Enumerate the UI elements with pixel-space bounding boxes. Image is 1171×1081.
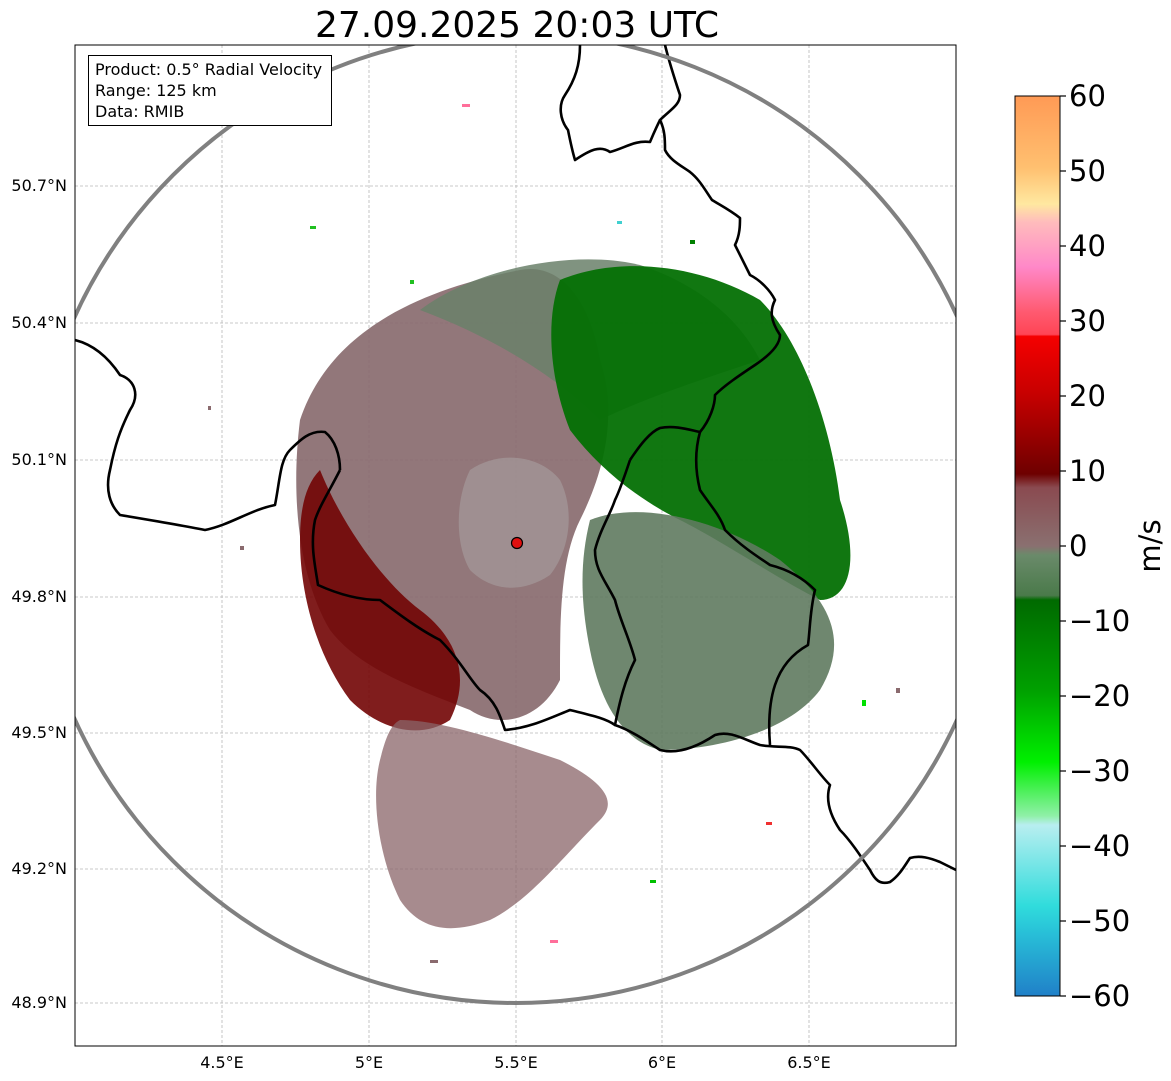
x-tick: 5°E bbox=[355, 1053, 383, 1072]
x-tick: 6.5°E bbox=[787, 1053, 831, 1072]
colorbar-tick: 10 bbox=[1069, 454, 1106, 488]
echo-neutral-red-south bbox=[376, 720, 608, 929]
y-axis-ticks: 50.7°N 50.4°N 50.1°N 49.8°N 49.5°N 49.2°… bbox=[11, 176, 67, 1012]
y-tick: 50.1°N bbox=[11, 450, 67, 469]
colorbar-tick: −40 bbox=[1069, 829, 1130, 863]
colorbar-tick: 60 bbox=[1069, 79, 1106, 113]
colorbar-tick: 30 bbox=[1069, 304, 1106, 338]
colorbar-ticks: 60 50 40 30 20 10 0 −10 −20 −30 −40 −50 … bbox=[1060, 79, 1130, 1013]
colorbar-tick: −20 bbox=[1069, 679, 1130, 713]
info-data-source: Data: RMIB bbox=[95, 102, 185, 121]
colorbar-tick: −50 bbox=[1069, 904, 1130, 938]
y-tick: 50.4°N bbox=[11, 313, 67, 332]
info-box: Product: 0.5° Radial Velocity Range: 125… bbox=[88, 55, 332, 126]
map-frame bbox=[74, 44, 957, 1047]
y-tick: 50.7°N bbox=[11, 176, 67, 195]
y-tick: 49.8°N bbox=[11, 587, 67, 606]
country-borders bbox=[75, 45, 956, 885]
echo-pale-center bbox=[458, 457, 569, 588]
colorbar bbox=[1014, 95, 1061, 997]
info-product: Product: 0.5° Radial Velocity bbox=[95, 60, 323, 79]
colorbar-tick: −30 bbox=[1069, 754, 1130, 788]
info-range: Range: 125 km bbox=[95, 81, 217, 100]
colorbar-tick: −60 bbox=[1069, 979, 1130, 1013]
colorbar-tick: −10 bbox=[1069, 604, 1130, 638]
colorbar-tick: 20 bbox=[1069, 379, 1106, 413]
colorbar-tick: 40 bbox=[1069, 229, 1106, 263]
x-tick: 5.5°E bbox=[494, 1053, 538, 1072]
colorbar-label: m/s bbox=[1133, 519, 1167, 572]
colorbar-tick: 0 bbox=[1069, 529, 1087, 563]
border-germany-france bbox=[614, 723, 956, 885]
echo-neutral-green-south bbox=[582, 512, 835, 750]
range-ring bbox=[75, 45, 956, 1005]
x-tick: 4.5°E bbox=[200, 1053, 244, 1072]
x-tick: 6°E bbox=[648, 1053, 676, 1072]
y-tick: 49.2°N bbox=[11, 859, 67, 878]
x-axis-ticks: 4.5°E 5°E 5.5°E 6°E 6.5°E bbox=[200, 1053, 831, 1072]
y-tick: 48.9°N bbox=[11, 993, 67, 1012]
border-luxembourg bbox=[311, 459, 637, 732]
border-belgium-germany bbox=[628, 45, 782, 461]
echo-speckles bbox=[208, 104, 900, 963]
map-area bbox=[75, 45, 956, 1046]
map-title: 27.09.2025 20:03 UTC bbox=[314, 5, 720, 46]
border-north-enclave bbox=[559, 45, 662, 162]
radar-site-marker bbox=[510, 536, 524, 550]
colorbar-tick: 50 bbox=[1069, 154, 1106, 188]
y-tick: 49.5°N bbox=[11, 723, 67, 742]
border-france-belgium bbox=[75, 338, 342, 532]
border-luxembourg-germany bbox=[694, 431, 817, 746]
